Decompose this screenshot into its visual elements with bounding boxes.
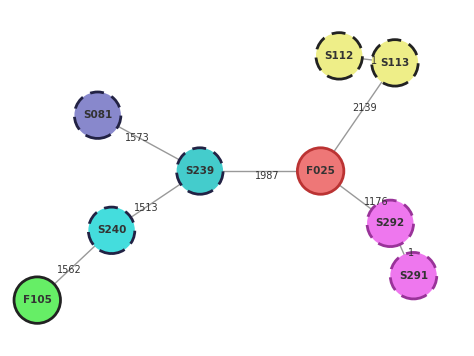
Text: 1562: 1562 bbox=[57, 266, 82, 276]
Text: S081: S081 bbox=[83, 110, 112, 120]
Text: F105: F105 bbox=[23, 295, 52, 305]
Text: F025: F025 bbox=[306, 166, 335, 176]
Ellipse shape bbox=[14, 277, 61, 323]
Ellipse shape bbox=[74, 92, 121, 138]
Text: S113: S113 bbox=[380, 58, 410, 68]
Text: 1: 1 bbox=[408, 248, 414, 258]
Text: 1513: 1513 bbox=[134, 203, 159, 213]
Ellipse shape bbox=[390, 252, 437, 299]
Text: S240: S240 bbox=[97, 225, 126, 235]
Text: 1: 1 bbox=[371, 56, 377, 66]
Ellipse shape bbox=[316, 33, 363, 79]
Text: 1987: 1987 bbox=[255, 171, 280, 181]
Text: S112: S112 bbox=[325, 51, 354, 61]
Text: S291: S291 bbox=[399, 271, 428, 281]
Text: 1573: 1573 bbox=[125, 133, 149, 143]
Ellipse shape bbox=[88, 207, 135, 253]
Text: 2139: 2139 bbox=[353, 103, 377, 113]
Ellipse shape bbox=[177, 148, 223, 194]
Ellipse shape bbox=[372, 40, 418, 86]
Ellipse shape bbox=[297, 148, 344, 194]
Ellipse shape bbox=[367, 200, 413, 247]
Text: 1176: 1176 bbox=[364, 198, 389, 208]
Text: S292: S292 bbox=[376, 218, 405, 228]
Text: S239: S239 bbox=[185, 166, 214, 176]
